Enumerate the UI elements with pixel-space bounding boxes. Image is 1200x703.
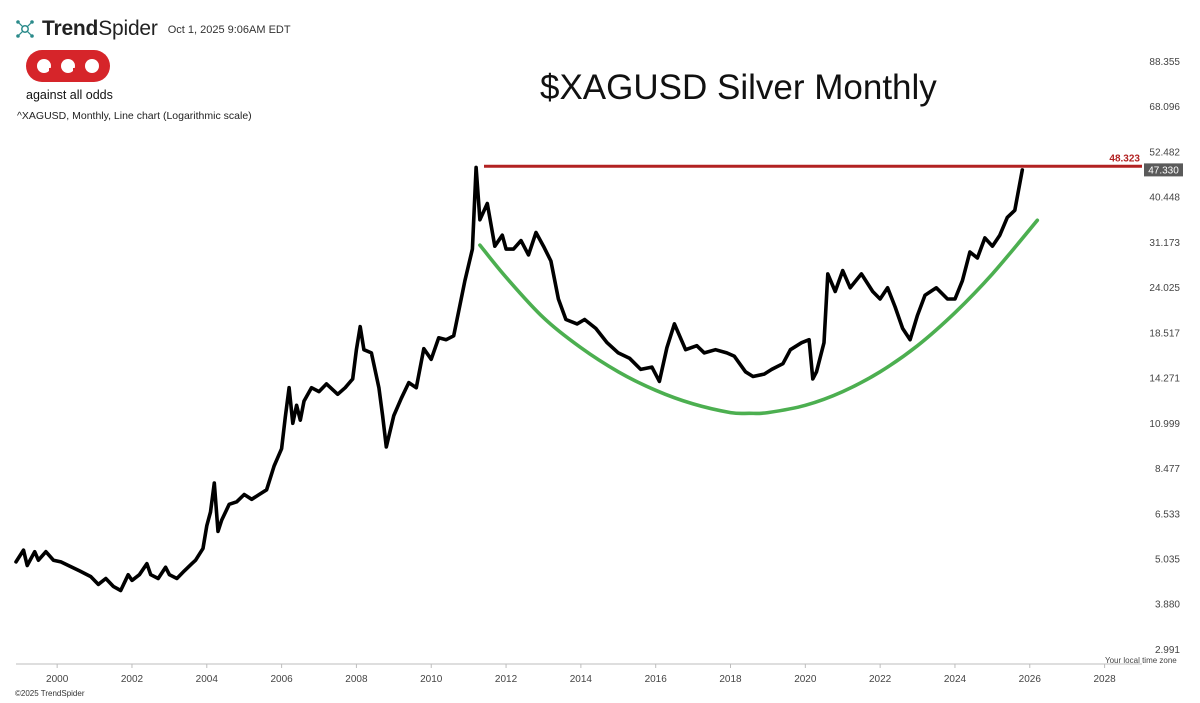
brand-suffix: Spider	[98, 17, 158, 40]
x-tick-label: 2014	[570, 674, 593, 685]
y-tick-label: 52.482	[1149, 147, 1180, 158]
series-layer	[14, 165, 1040, 593]
aao-tagline: against all odds	[26, 88, 113, 102]
trendspider-logo[interactable]: TrendSpider	[14, 17, 158, 41]
aao-logo: against all odds	[26, 50, 116, 102]
spider-logo-icon	[16, 20, 34, 38]
x-tick-label: 2004	[196, 674, 219, 685]
y-tick-label: 14.271	[1149, 374, 1180, 385]
x-tick-label: 2012	[495, 674, 518, 685]
y-tick-label: 68.096	[1149, 102, 1180, 113]
x-tick-label: 2000	[46, 674, 69, 685]
last-price-badge	[1144, 163, 1183, 177]
x-tick-label: 2026	[1019, 674, 1042, 685]
brand-prefix: Trend	[42, 17, 99, 40]
x-tick-label: 2006	[270, 674, 293, 685]
chart-title: $XAGUSD Silver Monthly	[540, 68, 937, 107]
x-tick-label: 2002	[121, 674, 144, 685]
x-tick-label: 2020	[794, 674, 817, 685]
copyright-text: ©2025 TrendSpider	[15, 689, 85, 698]
y-tick-label: 3.880	[1155, 600, 1180, 611]
x-tick-label: 2018	[719, 674, 742, 685]
y-tick-label: 18.517	[1149, 328, 1180, 339]
y-tick-label: 31.173	[1149, 238, 1180, 249]
y-tick-label: 40.448	[1149, 193, 1180, 204]
x-tick-label: 2008	[345, 674, 368, 685]
y-tick-label: 24.025	[1149, 283, 1180, 294]
chart-timestamp: Oct 1, 2025 9:06AM EDT	[167, 24, 291, 36]
x-tick-label: 2010	[420, 674, 443, 685]
timezone-note[interactable]: Your local time zone	[1105, 656, 1177, 665]
aao-logo-mark	[26, 50, 110, 82]
y-tick-label: 88.355	[1149, 57, 1180, 68]
silver-price-line[interactable]	[14, 165, 1025, 593]
brand-name: TrendSpider	[42, 17, 158, 41]
overlay-layer: 48.323 47.330	[484, 153, 1183, 177]
y-axis: 88.355 68.096 52.482 40.448 31.173 24.025 18.5…	[1149, 57, 1180, 656]
y-tick-label: 10.999	[1149, 419, 1180, 430]
resistance-level-label: 48.323	[1109, 153, 1140, 164]
x-tick-label: 2016	[645, 674, 668, 685]
y-tick-label: 5.035	[1155, 554, 1180, 565]
x-tick-label: 2028	[1093, 674, 1116, 685]
rounding-bottom-curve[interactable]	[478, 218, 1040, 416]
x-axis: 2000 2002 2004 2006 2008 2010 2012 2014 2016 2018…	[46, 664, 1116, 685]
x-tick-label: 2022	[869, 674, 892, 685]
x-tick-label: 2024	[944, 674, 967, 685]
y-tick-label: 6.533	[1155, 509, 1180, 520]
chart-subtitle: ^XAGUSD, Monthly, Line chart (Logarithmi…	[17, 110, 252, 122]
y-tick-label: 8.477	[1155, 464, 1180, 475]
last-price-label: 47.330	[1148, 165, 1179, 176]
y-tick-label: 2.991	[1155, 645, 1180, 656]
header: TrendSpider Oct 1, 2025 9:06AM EDT	[14, 14, 291, 44]
